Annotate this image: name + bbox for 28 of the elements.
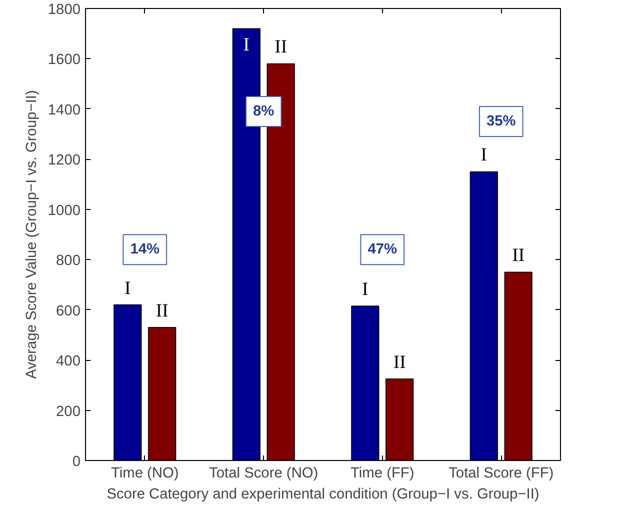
annotation: 14% bbox=[130, 242, 160, 258]
y-tick-label: 400 bbox=[56, 354, 81, 370]
annotation: 47% bbox=[368, 242, 398, 258]
x-axis-title: Score Category and experimental condition (Group−I vs. Group−II) bbox=[106, 486, 540, 502]
x-tick-label: Time (FF) bbox=[350, 466, 414, 482]
text: II bbox=[393, 352, 406, 373]
legend-label: II bbox=[512, 245, 525, 266]
y-tick-label: 1600 bbox=[48, 52, 81, 68]
text: II bbox=[156, 300, 168, 322]
x-tick-label: Time (NO) bbox=[110, 466, 179, 482]
y-tick-label: 0 bbox=[72, 454, 81, 470]
y-tick-label: 1200 bbox=[48, 152, 81, 169]
text: II bbox=[274, 36, 288, 58]
y-tick-label: 1800 bbox=[48, 2, 81, 18]
y-tick-label: 600 bbox=[56, 303, 81, 320]
text: I bbox=[243, 34, 250, 56]
y-tick-label: 800 bbox=[56, 253, 81, 270]
y-tick-label: 1400 bbox=[48, 102, 81, 118]
series-label: I bbox=[124, 278, 131, 299]
annotation: 8% bbox=[253, 103, 274, 120]
y-tick-label: 200 bbox=[56, 404, 81, 420]
text: I bbox=[480, 144, 488, 166]
x-tick-label: Total Score (FF) bbox=[448, 466, 554, 482]
annotation: 35% bbox=[486, 114, 516, 130]
x-tick-label: Total Score (NO) bbox=[209, 466, 318, 482]
text: I bbox=[362, 279, 368, 300]
y-tick-label: 1000 bbox=[48, 202, 81, 219]
y-axis-title: Average Score Value (Group−I vs. Group−II) bbox=[24, 90, 40, 379]
